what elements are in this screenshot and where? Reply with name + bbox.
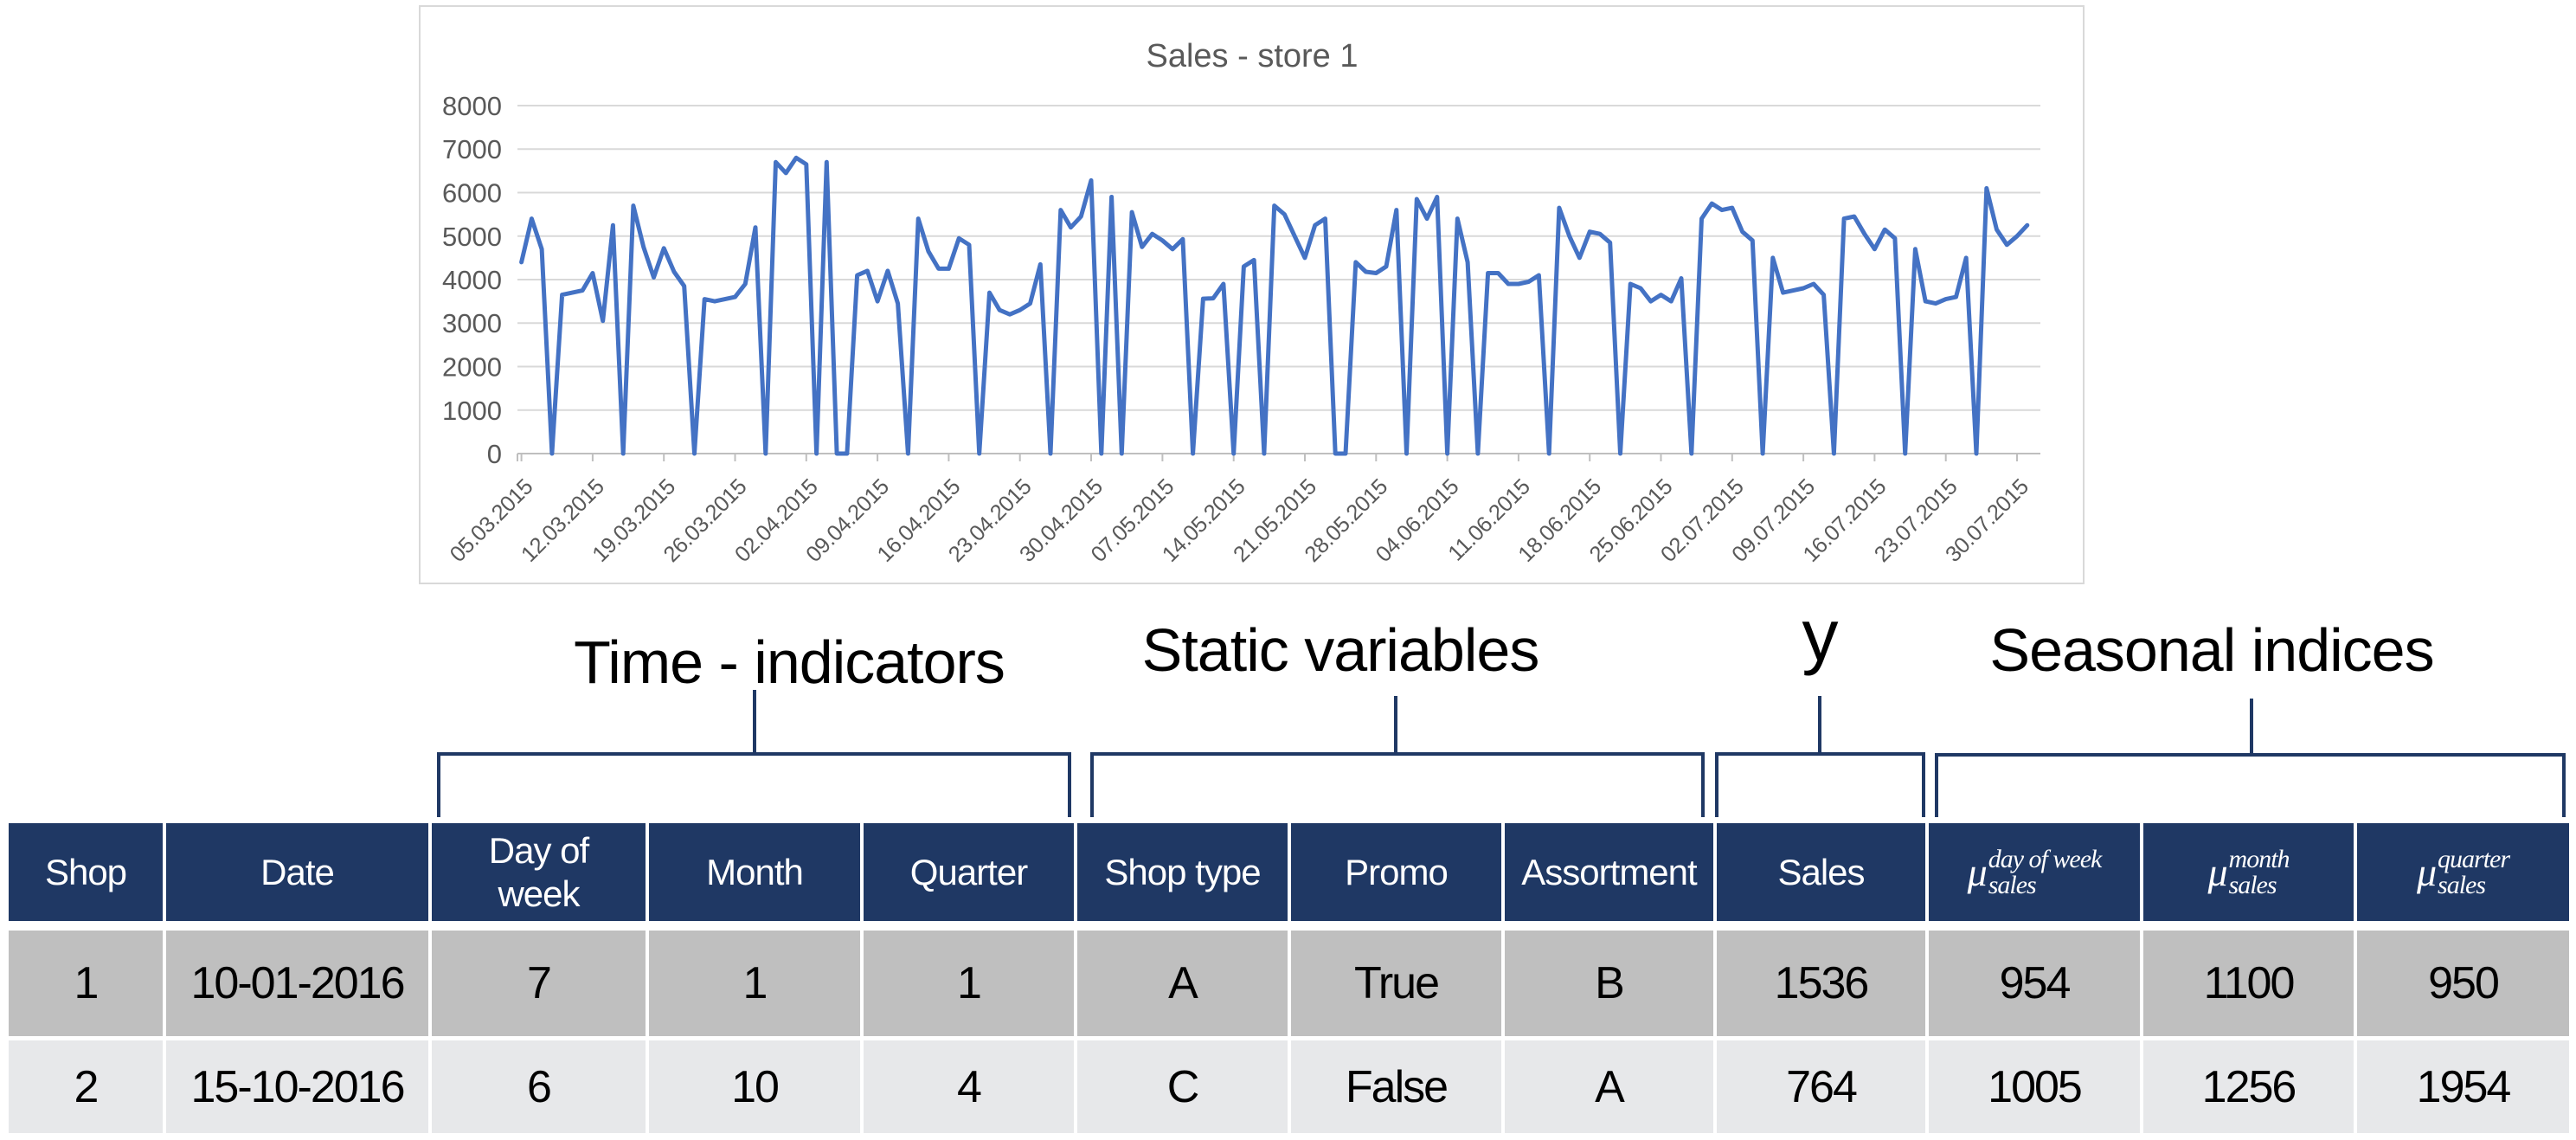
svg-text:Time - indicators: Time - indicators: [574, 628, 1005, 696]
svg-text:6000: 6000: [442, 178, 502, 209]
svg-text:Static variables: Static variables: [1142, 616, 1539, 684]
svg-text:y: y: [1802, 595, 1839, 676]
svg-text:0: 0: [487, 439, 502, 469]
svg-text:4000: 4000: [442, 265, 502, 295]
svg-text:2000: 2000: [442, 352, 502, 383]
svg-text:7000: 7000: [442, 134, 502, 164]
svg-text:Sales - store 1: Sales - store 1: [1147, 38, 1359, 74]
svg-text:Seasonal indices: Seasonal indices: [1989, 616, 2433, 684]
svg-text:1000: 1000: [442, 396, 502, 426]
svg-text:3000: 3000: [442, 308, 502, 338]
svg-text:8000: 8000: [442, 91, 502, 121]
svg-text:5000: 5000: [442, 222, 502, 252]
